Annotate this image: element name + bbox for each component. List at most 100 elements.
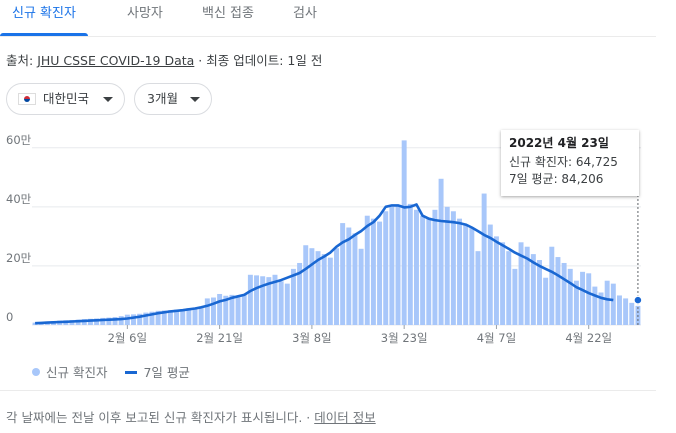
data-info-link[interactable]: 데이터 정보 (314, 410, 376, 425)
case-bar (100, 317, 106, 325)
tooltip-date: 2022년 4월 23일 (509, 136, 609, 150)
case-bar (389, 206, 395, 325)
case-bar (167, 310, 173, 325)
case-bar (346, 227, 352, 325)
case-bar (506, 251, 512, 325)
x-tick-label: 4월 7일 (477, 331, 516, 345)
case-bar (174, 309, 180, 325)
case-bar (112, 317, 118, 325)
average-line (35, 203, 614, 325)
case-bar (567, 268, 573, 325)
case-bar (94, 318, 100, 325)
case-bar (198, 306, 204, 325)
x-tick-label: 3월 23일 (381, 331, 428, 345)
tab-deaths[interactable]: 사망자 (127, 6, 163, 21)
case-bar (131, 314, 136, 325)
case-bar (315, 251, 321, 325)
case-bar (149, 311, 155, 325)
legend-cases-label: 신규 확진자 (46, 365, 108, 380)
case-bar (573, 280, 579, 325)
case-bar (444, 206, 450, 325)
case-bar (278, 281, 284, 325)
case-bar (598, 292, 604, 325)
cases-chart[interactable]: 0 20만 40만 60만 2월 6일 2월 21일 3월 8일 3월 23일 4월 7일 4월 … (0, 125, 676, 355)
case-bar (155, 310, 161, 325)
y-tick-label: 0 (6, 310, 13, 324)
case-bar (592, 286, 598, 325)
region-dropdown[interactable]: 대한민국 (6, 83, 125, 115)
case-bar (580, 271, 586, 325)
case-bar (290, 268, 296, 325)
tab-bar: 신규 확진자 사망자 백신 접종 검사 (0, 0, 656, 37)
case-bar (377, 221, 383, 325)
case-bar (457, 218, 463, 325)
tab-tests[interactable]: 검사 (293, 6, 317, 21)
case-bar (537, 260, 542, 325)
y-tick-label: 20만 (6, 251, 32, 265)
case-bar (106, 317, 112, 325)
chart-tooltip: 2022년 4월 23일 신규 확진자: 64,725 7일 평균: 84,20… (501, 130, 639, 196)
footer-note: 각 날짜에는 전날 이후 보고된 신규 확진자가 표시됩니다. · 데이터 정보 (6, 407, 376, 426)
case-bar (481, 193, 487, 325)
y-tick-label: 60만 (6, 133, 32, 147)
case-bar (210, 297, 216, 325)
case-bar (254, 275, 260, 325)
source-line: 출처: JHU CSSE COVID-19 Data · 최종 업데이트: 1일… (6, 50, 322, 69)
source-prefix: 출처: (6, 53, 38, 68)
case-bar (487, 224, 493, 325)
case-bar (413, 209, 419, 325)
case-bar (217, 293, 223, 325)
case-bar (555, 257, 561, 325)
case-bar (395, 205, 401, 325)
case-bar (438, 178, 444, 325)
case-bar (32, 322, 38, 325)
case-bar (124, 314, 130, 325)
case-bar (161, 310, 167, 325)
case-bar (463, 224, 469, 325)
case-bar (192, 307, 198, 325)
x-tick-label: 2월 6일 (108, 331, 147, 345)
south-korea-flag-icon (18, 93, 36, 105)
caret-down-icon (103, 97, 113, 102)
legend-average-label: 7일 평균 (143, 365, 190, 380)
case-bar (401, 140, 407, 325)
case-bar (518, 242, 524, 325)
chart-legend: 신규 확진자 7일 평균 (32, 362, 190, 381)
divider (0, 390, 656, 391)
case-bar (297, 262, 303, 325)
case-bar (420, 215, 426, 325)
case-bar (610, 283, 616, 325)
case-bar (223, 295, 229, 325)
case-bar (383, 211, 389, 325)
active-tab-indicator (0, 33, 88, 36)
case-bar (309, 248, 315, 325)
case-bar (118, 316, 124, 325)
case-bar (241, 293, 247, 325)
tab-new-cases[interactable]: 신규 확진자 (12, 6, 76, 21)
case-bar (512, 268, 518, 325)
case-bar (407, 203, 413, 325)
average-legend-line-icon (125, 371, 138, 374)
footer-text: 각 날짜에는 전날 이후 보고된 신규 확진자가 표시됩니다. · (6, 410, 315, 425)
case-bar (143, 312, 149, 325)
case-bar (137, 313, 143, 325)
case-bar (530, 254, 536, 325)
case-bar (327, 257, 333, 325)
period-dropdown[interactable]: 3개월 (134, 83, 212, 115)
region-label: 대한민국 (43, 91, 90, 106)
y-tick-label: 40만 (6, 192, 32, 206)
case-bar (426, 218, 432, 325)
case-bar (358, 248, 364, 325)
tab-vaccinations[interactable]: 백신 접종 (202, 6, 254, 21)
case-bar (370, 218, 376, 325)
case-bar (303, 245, 309, 325)
case-bar (549, 246, 555, 325)
cases-legend-dot-icon (32, 368, 40, 376)
case-bar (543, 277, 549, 325)
case-bar (352, 233, 358, 325)
case-bar (235, 297, 241, 325)
source-link[interactable]: JHU CSSE COVID-19 Data (37, 53, 195, 68)
case-bar (469, 227, 475, 325)
case-bar (186, 308, 192, 325)
caret-down-icon (190, 97, 200, 102)
